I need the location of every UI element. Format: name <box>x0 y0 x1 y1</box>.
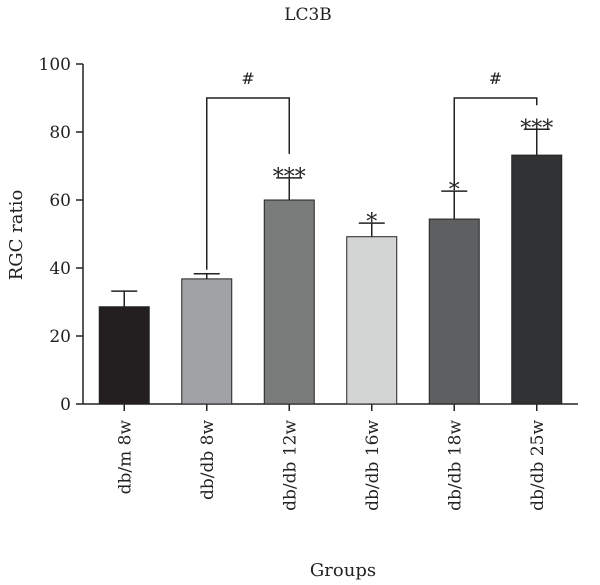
y-tick-label: 20 <box>49 327 71 347</box>
bar <box>428 218 480 405</box>
bars <box>98 128 563 405</box>
x-axis-label: Groups <box>310 560 376 581</box>
x-tick-label: db/db 25w <box>528 420 548 511</box>
y-tick-label: 60 <box>49 191 71 211</box>
comparison-bracket <box>206 97 290 270</box>
bar <box>511 154 563 405</box>
y-tick-label: 40 <box>49 259 71 279</box>
significance-marker: *** <box>520 116 553 141</box>
significance-marker: * <box>449 178 460 203</box>
significance-marker: * <box>366 210 377 235</box>
bar <box>98 306 150 405</box>
x-tick-label: db/db 8w <box>198 420 218 500</box>
y-tick-label: 80 <box>49 123 71 143</box>
significance-marker: *** <box>273 165 306 190</box>
chart-title: LC3B <box>284 5 332 25</box>
x-tick-label: db/db 12w <box>280 420 300 511</box>
annotations: ********# # <box>206 69 553 270</box>
y-axis-label: RGC ratio <box>6 190 27 281</box>
x-tick-label: db/m 8w <box>115 420 135 495</box>
x-tick-label: db/db 18w <box>445 420 465 511</box>
bar <box>346 236 398 405</box>
x-tick-label: db/db 16w <box>363 420 383 511</box>
bracket-label: # <box>241 69 254 88</box>
y-tick-label: 100 <box>39 55 71 75</box>
bracket-label: # <box>489 69 502 88</box>
axes: 0 20 40 60 80 100 db/m 8w db/db 8w db/db 12w db/d… <box>39 55 578 511</box>
bar <box>181 278 233 405</box>
bar <box>263 199 315 405</box>
comparison-bracket <box>453 97 538 188</box>
y-tick-label: 0 <box>60 395 71 415</box>
